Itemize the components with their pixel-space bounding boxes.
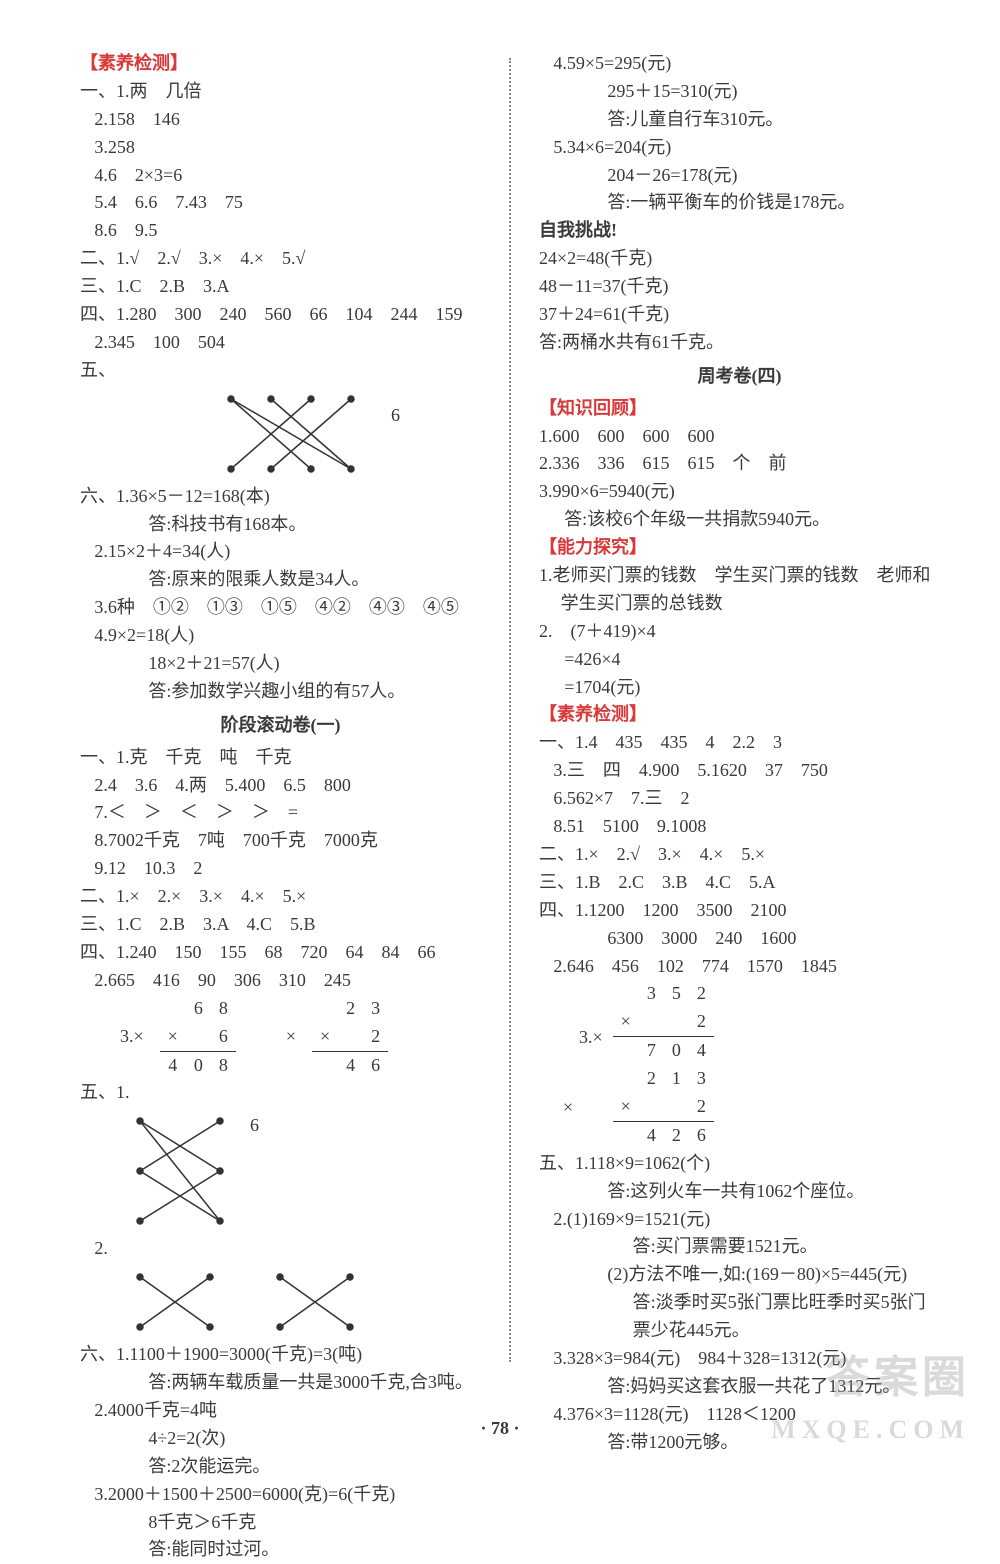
text-line: 2.336 336 615 615 个 前: [539, 450, 940, 478]
text-line: 8.7002千克 7吨 700千克 7000克: [80, 827, 481, 855]
text-line: 18×2＋21=57(人): [80, 650, 481, 678]
text-line: 三、1.B 2.C 3.B 4.C 5.A: [539, 869, 940, 897]
text-line: (2)方法不唯一,如:(169－80)×5=445(元): [539, 1261, 940, 1289]
text-line: 2.345 100 504: [80, 329, 481, 357]
text-line: 答:科技书有168本。: [80, 511, 481, 539]
text-line: 答:2次能运完。: [80, 1453, 481, 1481]
text-line: 204－26=178(元): [539, 162, 940, 190]
text-line: 5.34×6=204(元): [539, 134, 940, 162]
text-line: 答:能同时过河。: [80, 1536, 481, 1564]
text-line: 9.12 10.3 2: [80, 855, 481, 883]
text-line: 答:儿童自行车310元。: [539, 106, 940, 134]
left-column: 【素养检测】 一、1.两 几倍 2.158 146 3.258 4.6 2×3=…: [80, 50, 481, 1370]
text-line: 答:参加数学兴趣小组的有57人。: [80, 678, 481, 706]
text-line: 4.59×5=295(元): [539, 50, 940, 78]
text-line: 答:这列火车一共有1062个座位。: [539, 1178, 940, 1206]
heading-suyang2: 【素养检测】: [539, 701, 940, 729]
text-line: 五、1.: [80, 1079, 481, 1107]
text-line: 二、1.× 2.√ 3.× 4.× 5.×: [539, 841, 940, 869]
text-line: 8.6 9.5: [80, 217, 481, 245]
diagram-label: 6: [391, 405, 400, 425]
text-line: 答:两辆车载质量一共是3000千克,合3吨。: [80, 1369, 481, 1397]
text-line: 一、1.克 千克 吨 千克: [80, 744, 481, 772]
text-line: 5.4 6.6 7.43 75: [80, 189, 481, 217]
text-line: 3.990×6=5940(元): [539, 478, 940, 506]
text-line: 8千克＞6千克: [80, 1509, 481, 1537]
vertical-mult-a: 68 ×6 408: [160, 995, 236, 1080]
text-line: 3.三 四 4.900 5.1620 37 750: [539, 757, 940, 785]
text-line: 答:该校6个年级一共捐款5940元。: [539, 506, 940, 534]
label-3x: 3.×: [120, 1023, 144, 1051]
section-title-jieduan: 阶段滚动卷(一): [80, 712, 481, 740]
diagram-label: 6: [250, 1115, 259, 1135]
label-x: ×: [286, 1023, 296, 1051]
text-line: 1.老师买门票的钱数 学生买门票的钱数 老师和学生买门票的总钱数: [539, 562, 940, 618]
text-line: 2.665 416 90 306 310 245: [80, 967, 481, 995]
vertical-mult-c: 352 ×2 704 213 ×2 426: [613, 980, 714, 1149]
text-line: 2.646 456 102 774 1570 1845: [539, 953, 940, 981]
heading-suyang: 【素养检测】: [80, 50, 481, 78]
text-line: 3.2000＋1500＋2500=6000(克)=6(千克): [80, 1481, 481, 1509]
text-line: 2. (7＋419)×4: [539, 618, 940, 646]
text-line: 3.6种 ①② ①③ ①⑤ ④② ④③ ④⑤: [80, 594, 481, 622]
text-line: 2.4 3.6 4.两 5.400 6.5 800: [80, 772, 481, 800]
text-line: 四、1.280 300 240 560 66 104 244 159: [80, 301, 481, 329]
vertical-mult-group: 3.× 68 ×6 408 × 23 ×2 46: [120, 995, 481, 1080]
watermark-logo: 答案圈: [826, 1341, 970, 1405]
text-line: 6300 3000 240 1600: [539, 925, 940, 953]
text-line: 五、1.118×9=1062(个): [539, 1150, 940, 1178]
text-line: 3.258: [80, 134, 481, 162]
text-line: 24×2=48(千克): [539, 245, 940, 273]
heading-zhishi: 【知识回顾】: [539, 395, 940, 423]
column-divider: [509, 58, 511, 1362]
text-line: 答:一辆平衡车的价钱是178元。: [539, 189, 940, 217]
text-line: 2.: [80, 1235, 481, 1263]
text-line: 48－11=37(千克): [539, 273, 940, 301]
matching-diagram-1: 6: [151, 389, 411, 479]
text-line: 答:买门票需要1521元。: [539, 1233, 940, 1261]
text-line: 三、1.C 2.B 3.A: [80, 273, 481, 301]
heading-nengli: 【能力探究】: [539, 534, 940, 562]
text-line: 7.＜ ＞ ＜ ＞ ＞ =: [80, 799, 481, 827]
vertical-mult-b: 23 ×2 46: [312, 995, 388, 1080]
text-line: =1704(元): [539, 674, 940, 702]
text-line: 4.9×2=18(人): [80, 622, 481, 650]
matching-diagram-3: [120, 1267, 380, 1337]
text-line: 二、1.× 2.× 3.× 4.× 5.×: [80, 883, 481, 911]
right-column: 4.59×5=295(元) 295＋15=310(元) 答:儿童自行车310元。…: [539, 50, 940, 1370]
vertical-mult-group2: 3.× 352 ×2 704 213 ×2 426: [579, 980, 940, 1149]
text-line: 六、1.36×5－12=168(本): [80, 483, 481, 511]
text-line: 2.15×2＋4=34(人): [80, 538, 481, 566]
watermark-url: MXQE.COM: [771, 1415, 970, 1445]
text-line: 三、1.C 2.B 3.A 4.C 5.B: [80, 911, 481, 939]
text-line: 4.6 2×3=6: [80, 162, 481, 190]
text-line: 37＋24=61(千克): [539, 301, 940, 329]
text-line: 四、1.240 150 155 68 720 64 84 66: [80, 939, 481, 967]
text-line: 一、1.4 435 435 4 2.2 3: [539, 729, 940, 757]
heading-challenge: 自我挑战!: [539, 217, 940, 245]
section-title-zhoukao: 周考卷(四): [539, 363, 940, 391]
text-line: 答:淡季时买5张门票比旺季时买5张门票少花445元。: [539, 1289, 940, 1345]
matching-diagram-2: 6: [120, 1111, 280, 1231]
text-line: 2.158 146: [80, 106, 481, 134]
text-line: 二、1.√ 2.√ 3.× 4.× 5.√: [80, 245, 481, 273]
text-line: 一、1.两 几倍: [80, 78, 481, 106]
text-line: 答:两桶水共有61千克。: [539, 329, 940, 357]
text-line: 四、1.1200 1200 3500 2100: [539, 897, 940, 925]
label-3x: 3.×: [579, 980, 603, 1052]
text-line: 6.562×7 7.三 2: [539, 785, 940, 813]
text-line: 答:原来的限乘人数是34人。: [80, 566, 481, 594]
text-line: =426×4: [539, 646, 940, 674]
text-line: 1.600 600 600 600: [539, 423, 940, 451]
text-line: 295＋15=310(元): [539, 78, 940, 106]
text-line: 六、1.1100＋1900=3000(千克)=3(吨): [80, 1341, 481, 1369]
text-line: 8.51 5100 9.1008: [539, 813, 940, 841]
text-line: 五、: [80, 357, 481, 385]
text-line: 2.(1)169×9=1521(元): [539, 1206, 940, 1234]
